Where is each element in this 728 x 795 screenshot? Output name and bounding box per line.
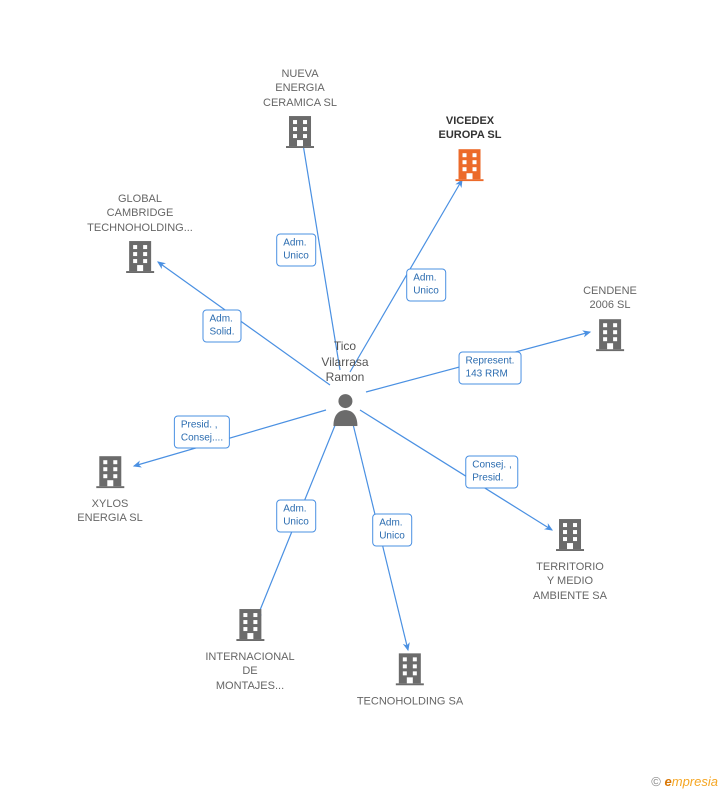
- edge-label-cendene: Represent. 143 RRM: [459, 352, 522, 385]
- edge-label-territ: Consej. , Presid.: [465, 456, 518, 489]
- center-person-label: Tico Vilarrasa Ramon: [321, 339, 368, 386]
- footer-attribution: © empresia: [651, 774, 718, 789]
- company-label: VICEDEX EUROPA SL: [439, 114, 502, 143]
- diagram-canvas: Tico Vilarrasa Ramon NUEVA ENERGIA CERAM…: [0, 0, 728, 795]
- company-node-xylos: XYLOS ENERGIA SL: [77, 454, 142, 526]
- building-icon: [595, 317, 625, 351]
- company-label: TERRITORIO Y MEDIO AMBIENTE SA: [533, 560, 607, 603]
- edge-label-global: Adm. Solid.: [202, 310, 241, 343]
- brand-name: empresia: [665, 774, 718, 789]
- company-label: CENDENE 2006 SL: [583, 284, 637, 313]
- company-node-inter: INTERNACIONAL DE MONTAJES...: [205, 607, 294, 693]
- building-icon: [455, 147, 485, 181]
- edge-label-tecno: Adm. Unico: [372, 514, 412, 547]
- company-label: NUEVA ENERGIA CERAMICA SL: [263, 67, 337, 110]
- building-icon: [555, 517, 585, 551]
- company-label: TECNOHOLDING SA: [357, 694, 463, 708]
- company-node-global: GLOBAL CAMBRIDGE TECHNOHOLDING...: [87, 192, 193, 278]
- building-icon: [285, 114, 315, 148]
- edge-label-nueva: Adm. Unico: [276, 234, 316, 267]
- building-icon: [125, 239, 155, 273]
- edge-label-vicedex: Adm. Unico: [406, 269, 446, 302]
- building-icon: [95, 454, 125, 488]
- company-node-territ: TERRITORIO Y MEDIO AMBIENTE SA: [533, 517, 607, 603]
- company-label: GLOBAL CAMBRIDGE TECHNOHOLDING...: [87, 192, 193, 235]
- center-person-node: Tico Vilarrasa Ramon: [321, 339, 368, 431]
- company-node-vicedex: VICEDEX EUROPA SL: [439, 114, 502, 186]
- building-icon: [395, 651, 425, 685]
- company-node-cendene: CENDENE 2006 SL: [583, 284, 637, 356]
- company-node-tecno: TECNOHOLDING SA: [357, 651, 463, 708]
- copyright-symbol: ©: [651, 774, 661, 789]
- company-label: INTERNACIONAL DE MONTAJES...: [205, 650, 294, 693]
- building-icon: [235, 607, 265, 641]
- company-node-nueva: NUEVA ENERGIA CERAMICA SL: [263, 67, 337, 153]
- company-label: XYLOS ENERGIA SL: [77, 497, 142, 526]
- edge-label-inter: Adm. Unico: [276, 500, 316, 533]
- person-icon: [330, 392, 360, 431]
- edge-label-xylos: Presid. , Consej....: [174, 416, 230, 449]
